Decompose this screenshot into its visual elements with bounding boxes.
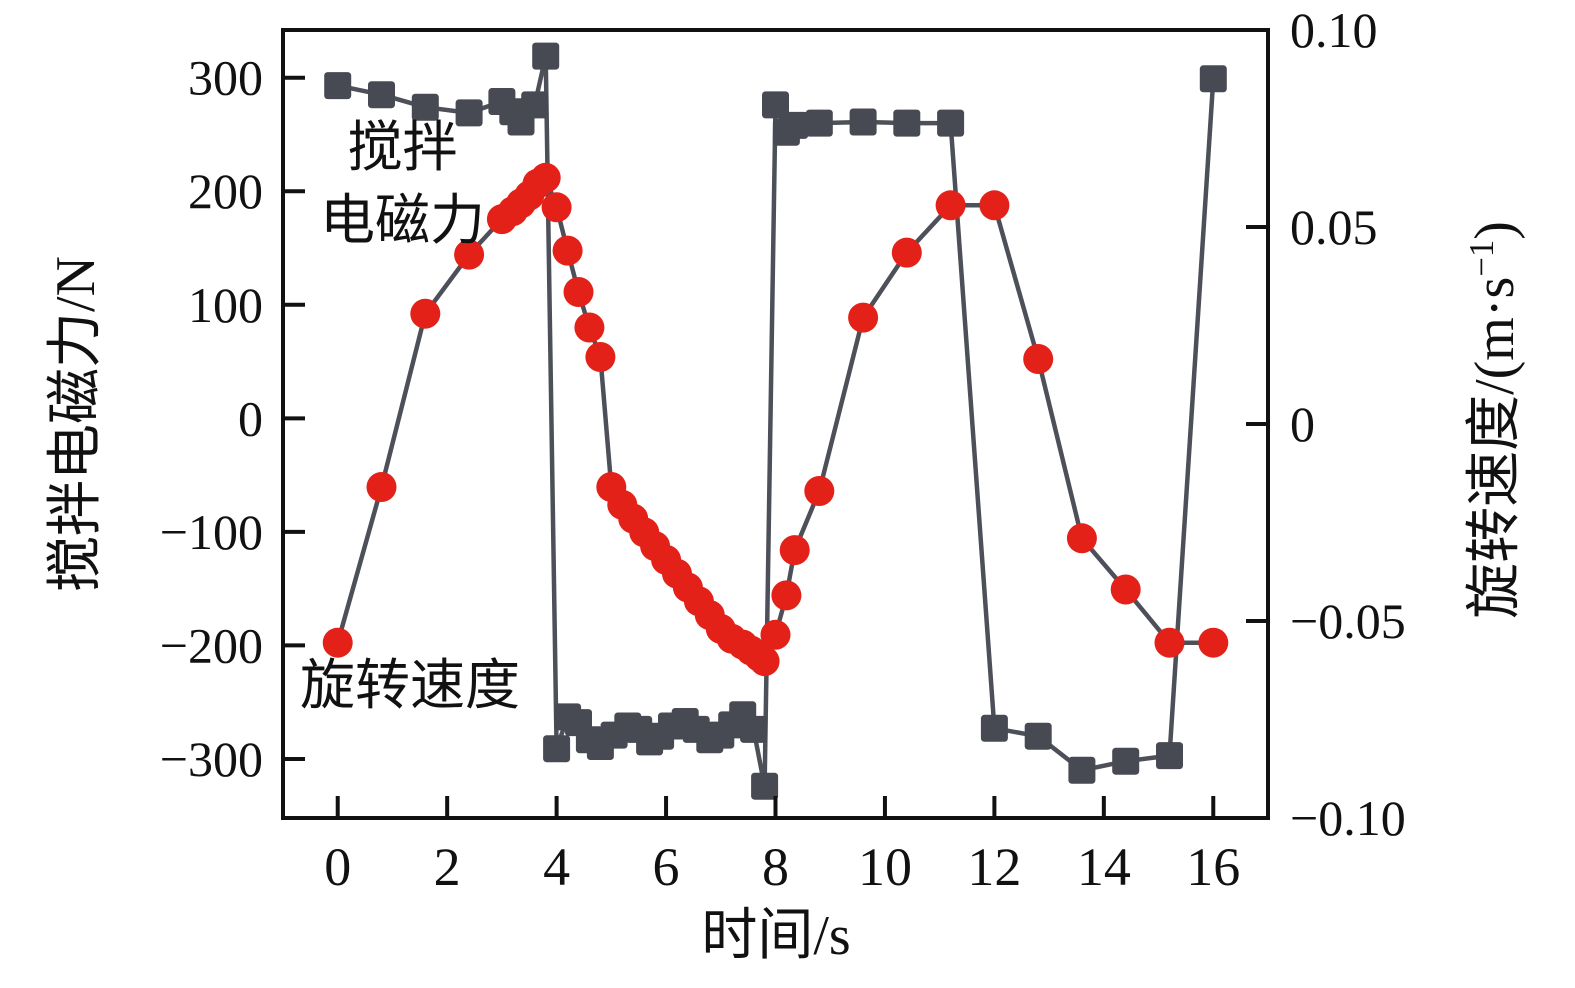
speed-data-point xyxy=(1110,574,1141,605)
y-axis-right-title: 旋转速度/(m·s−1) xyxy=(1462,221,1526,619)
force-data-point xyxy=(324,72,352,100)
force-data-point xyxy=(805,109,833,137)
y-left-tick-label: −100 xyxy=(160,504,263,560)
x-tick-label: 2 xyxy=(434,837,461,897)
force-data-point xyxy=(411,93,439,121)
force-data-point xyxy=(1024,722,1052,750)
force-data-point xyxy=(1112,747,1140,775)
y-left-tick-label: 300 xyxy=(188,50,263,106)
force-series-label-line1: 搅拌 xyxy=(347,117,458,178)
y-left-tick-label: −200 xyxy=(160,617,263,673)
speed-data-point xyxy=(322,627,353,658)
speed-data-point xyxy=(804,476,835,506)
speed-data-point xyxy=(1198,627,1229,658)
y-right-tick-label: 0 xyxy=(1290,396,1315,452)
speed-series-label: 旋转速度 xyxy=(300,655,521,716)
speed-data-point xyxy=(760,619,791,650)
x-tick-label: 12 xyxy=(967,837,1021,897)
plot-frame xyxy=(281,28,1270,820)
speed-data-point xyxy=(935,190,966,221)
speed-data-point xyxy=(779,535,810,566)
y-left-tick-label: 200 xyxy=(188,163,263,219)
speed-data-point xyxy=(454,239,485,270)
force-data-point xyxy=(532,42,560,70)
speed-data-point xyxy=(1154,627,1185,658)
force-series-label-line2: 电磁力 xyxy=(319,189,485,251)
x-tick-label: 10 xyxy=(858,837,912,897)
speed-data-point xyxy=(979,190,1010,221)
y-axis-right-title-text: 旋转速度/(m·s xyxy=(1463,276,1526,619)
force-data-point xyxy=(751,772,779,800)
x-tick-label: 8 xyxy=(762,837,789,897)
force-data-point xyxy=(1068,756,1096,784)
force-series-label: 搅拌 电磁力 xyxy=(285,112,520,257)
y-axis-right-title-close: ) xyxy=(1463,221,1526,240)
force-data-point xyxy=(368,81,395,109)
x-axis-title: 时间/s xyxy=(701,905,851,967)
speed-data-point xyxy=(366,472,397,502)
force-data-point xyxy=(781,111,809,139)
force-data-point xyxy=(543,735,571,763)
speed-data-point xyxy=(1023,344,1054,374)
x-tick-label: 0 xyxy=(324,837,351,897)
x-tick-label: 4 xyxy=(543,837,570,897)
x-tick-label: 6 xyxy=(653,837,680,897)
x-tick-label: 14 xyxy=(1077,837,1131,897)
y-left-tick-label: −300 xyxy=(160,731,263,787)
speed-data-point xyxy=(574,312,605,343)
force-data-point xyxy=(740,715,768,743)
speed-data-point xyxy=(530,162,561,193)
y-right-tick-label: 0.05 xyxy=(1290,199,1378,255)
y-axis-left-title: 搅拌电磁力/N xyxy=(45,256,107,592)
speed-data-point xyxy=(585,342,616,372)
force-data-point xyxy=(521,91,549,119)
speed-data-point xyxy=(891,237,922,268)
y-left-tick-label: 100 xyxy=(188,277,263,333)
force-data-point xyxy=(893,109,921,137)
force-data-point xyxy=(980,714,1008,742)
speed-data-point xyxy=(541,192,572,223)
force-data-point xyxy=(937,109,965,137)
y-right-tick-label: 0.10 xyxy=(1290,2,1378,58)
speed-data-point xyxy=(410,298,441,329)
y-right-tick-label: −0.05 xyxy=(1290,593,1406,649)
force-data-point xyxy=(1156,742,1183,770)
force-data-point xyxy=(1199,65,1227,93)
force-data-point xyxy=(455,99,483,127)
force-data-point xyxy=(762,91,789,119)
y-left-tick-label: 0 xyxy=(238,390,263,446)
speed-data-point xyxy=(848,302,879,333)
force-data-point xyxy=(849,108,877,136)
speed-data-point xyxy=(749,646,780,677)
speed-data-point xyxy=(771,580,802,611)
x-tick-label: 16 xyxy=(1186,837,1240,897)
y-axis-right-title-superscript: −1 xyxy=(1462,239,1502,277)
speed-data-point xyxy=(563,277,594,307)
speed-data-point xyxy=(1066,523,1097,554)
speed-data-point xyxy=(552,235,583,266)
y-right-tick-label: −0.10 xyxy=(1290,790,1406,846)
